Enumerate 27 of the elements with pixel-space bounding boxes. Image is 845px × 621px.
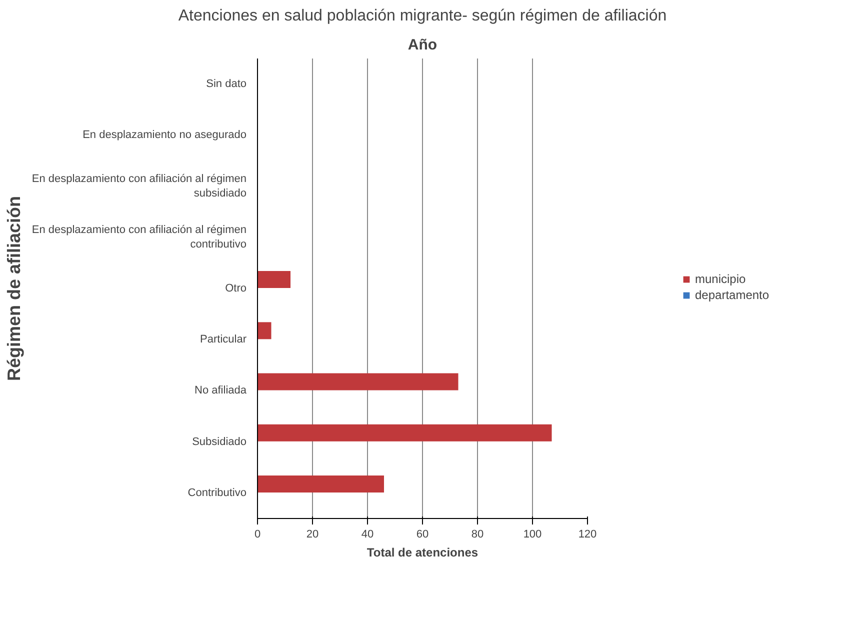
- legend-label: departamento: [695, 288, 770, 302]
- y-tick-label: En desplazamiento con afiliación al régimen subsidiado: [32, 173, 246, 200]
- y-tick-label: No afiliada: [194, 384, 248, 397]
- bar: [258, 424, 552, 442]
- y-tick-label: Particular: [200, 334, 247, 346]
- legend-label: municipio: [695, 272, 746, 286]
- bar: [258, 373, 458, 390]
- x-tick-label: 80: [471, 528, 484, 540]
- bar: [258, 271, 290, 288]
- x-tick-label: 40: [361, 528, 374, 540]
- x-tick-label: 20: [306, 528, 319, 540]
- x-axis-title: Total de atenciones: [366, 546, 478, 560]
- y-axis-title: Régimen de afiliación: [4, 196, 24, 382]
- x-tick-label: 60: [416, 528, 429, 540]
- x-tick-label: 120: [578, 528, 597, 540]
- x-tick-label: 100: [523, 528, 542, 540]
- y-tick-label: En desplazamiento con afiliación al régimen contributivo: [32, 224, 247, 251]
- y-tick-label: Otro: [225, 282, 247, 294]
- y-tick-label: Sin dato: [206, 78, 247, 90]
- bar: [258, 322, 272, 340]
- y-tick-label: En desplazamiento no asegurado: [82, 129, 247, 142]
- bar: [258, 476, 384, 492]
- chart-title: Atenciones en salud población migrante- según régimen de afiliación: [178, 8, 667, 24]
- y-tick-label: Subsidiado: [192, 436, 247, 448]
- y-tick-label: Contributivo: [188, 486, 247, 499]
- x-tick-label: 0: [254, 528, 261, 540]
- chart-subtitle: Año: [408, 36, 438, 54]
